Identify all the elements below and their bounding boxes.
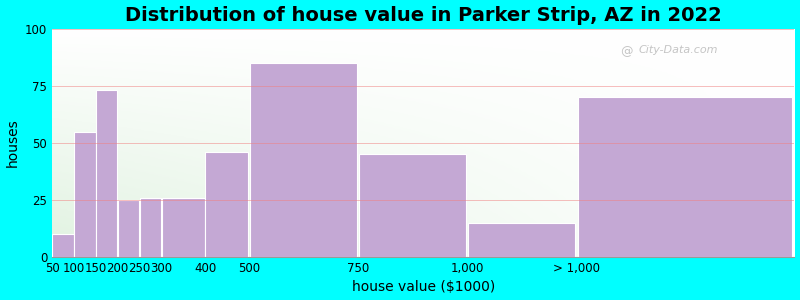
Bar	[359, 154, 466, 257]
Bar	[250, 63, 357, 257]
Bar	[206, 152, 248, 257]
Title: Distribution of house value in Parker Strip, AZ in 2022: Distribution of house value in Parker St…	[125, 6, 722, 25]
Bar	[578, 97, 792, 257]
Y-axis label: houses: houses	[6, 118, 19, 167]
Bar	[468, 223, 575, 257]
X-axis label: house value ($1000): house value ($1000)	[352, 280, 495, 294]
Bar	[162, 198, 205, 257]
Bar	[118, 200, 139, 257]
Bar	[74, 132, 96, 257]
Text: @: @	[620, 45, 633, 58]
Bar	[140, 198, 161, 257]
Text: City-Data.com: City-Data.com	[638, 45, 718, 55]
Bar	[53, 234, 74, 257]
Bar	[96, 91, 118, 257]
